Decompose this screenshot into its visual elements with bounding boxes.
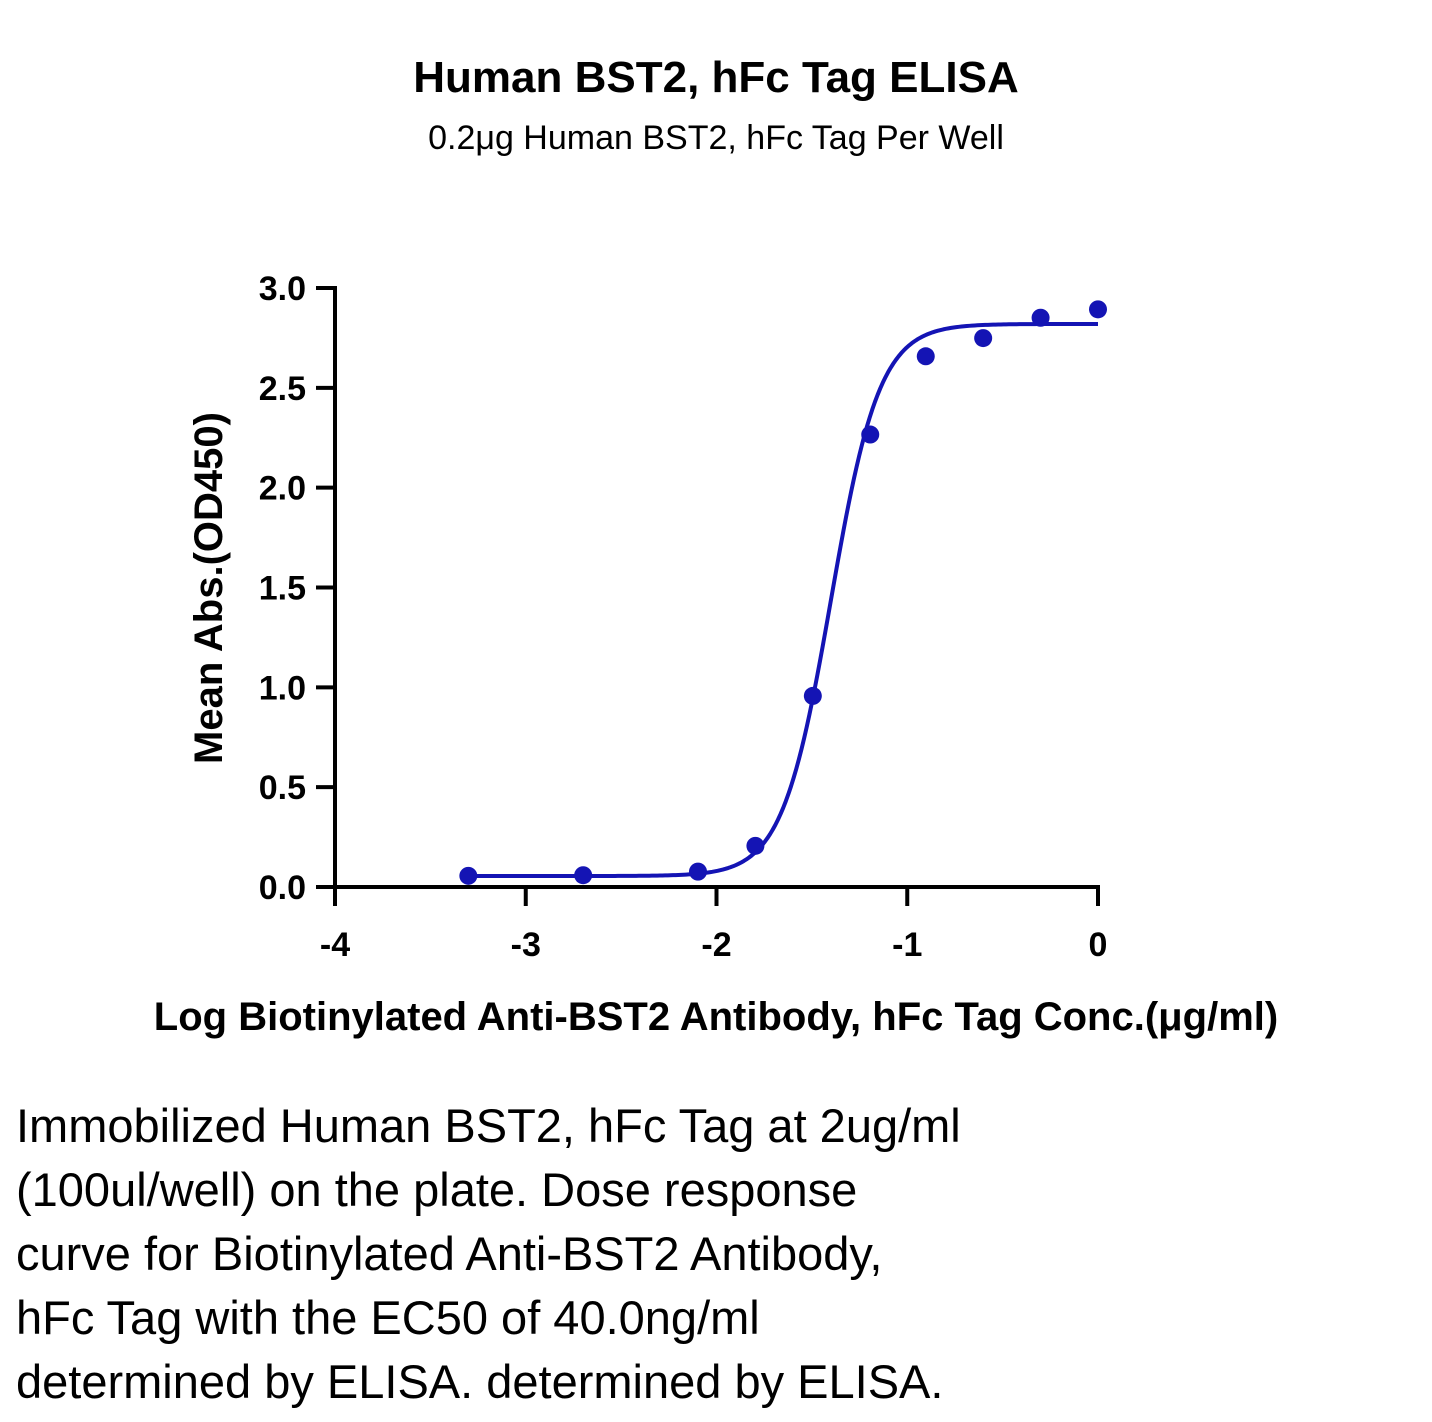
- data-point: [1031, 308, 1050, 327]
- data-point: [746, 836, 765, 855]
- y-tick-label: 0.5: [259, 769, 306, 807]
- data-point: [688, 862, 707, 881]
- x-tick-label: -2: [701, 926, 731, 964]
- y-tick-label: 1.5: [259, 570, 306, 608]
- x-tick-label: -4: [320, 926, 350, 964]
- x-ticks: -4 -3 -2 -1 0: [320, 887, 1108, 964]
- y-tick-label: 0.0: [259, 869, 306, 907]
- x-tick-label: 0: [1089, 926, 1108, 964]
- elisa-dose-response-chart: 0.0 0.5 1.0 1.5 2.0 2.5 3.0 -4 -3 -2 -1 0 Mean Abs…: [154, 270, 1278, 1039]
- data-point: [974, 329, 993, 348]
- x-tick-label: -1: [892, 926, 922, 964]
- data-point: [574, 866, 593, 885]
- data-point: [803, 686, 822, 705]
- data-point: [459, 866, 478, 885]
- y-tick-label: 3.0: [259, 270, 306, 308]
- figure-caption: Immobilized Human BST2, hFc Tag at 2ug/m…: [16, 1099, 961, 1408]
- y-tick-label: 2.5: [259, 370, 306, 408]
- y-tick-label: 2.0: [259, 470, 306, 508]
- chart-title: Human BST2, hFc Tag ELISA: [413, 53, 1019, 102]
- x-axis-label: Log Biotinylated Anti-BST2 Antibody, hFc…: [154, 995, 1278, 1039]
- chart-subtitle: 0.2μg Human BST2, hFc Tag Per Well: [428, 119, 1004, 157]
- data-point: [1089, 300, 1107, 319]
- x-tick-label: -3: [511, 926, 541, 964]
- y-tick-label: 1.0: [259, 669, 306, 707]
- data-point: [916, 347, 935, 366]
- data-points: [459, 300, 1107, 885]
- fit-curve: [468, 321, 1098, 879]
- data-point: [861, 425, 880, 444]
- y-axis-label: Mean Abs.(OD450): [187, 412, 231, 764]
- y-ticks: 0.0 0.5 1.0 1.5 2.0 2.5 3.0: [259, 270, 335, 907]
- axes: [333, 286, 1100, 889]
